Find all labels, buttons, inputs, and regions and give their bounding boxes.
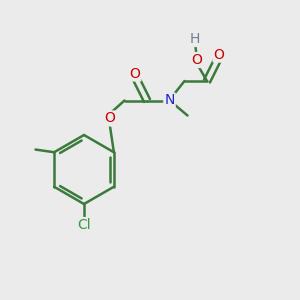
Text: O: O <box>130 67 140 80</box>
Text: N: N <box>164 94 175 107</box>
Text: H: H <box>190 32 200 46</box>
Text: O: O <box>214 48 224 62</box>
Text: Cl: Cl <box>77 218 91 232</box>
Text: O: O <box>104 112 115 125</box>
Text: O: O <box>191 53 202 67</box>
